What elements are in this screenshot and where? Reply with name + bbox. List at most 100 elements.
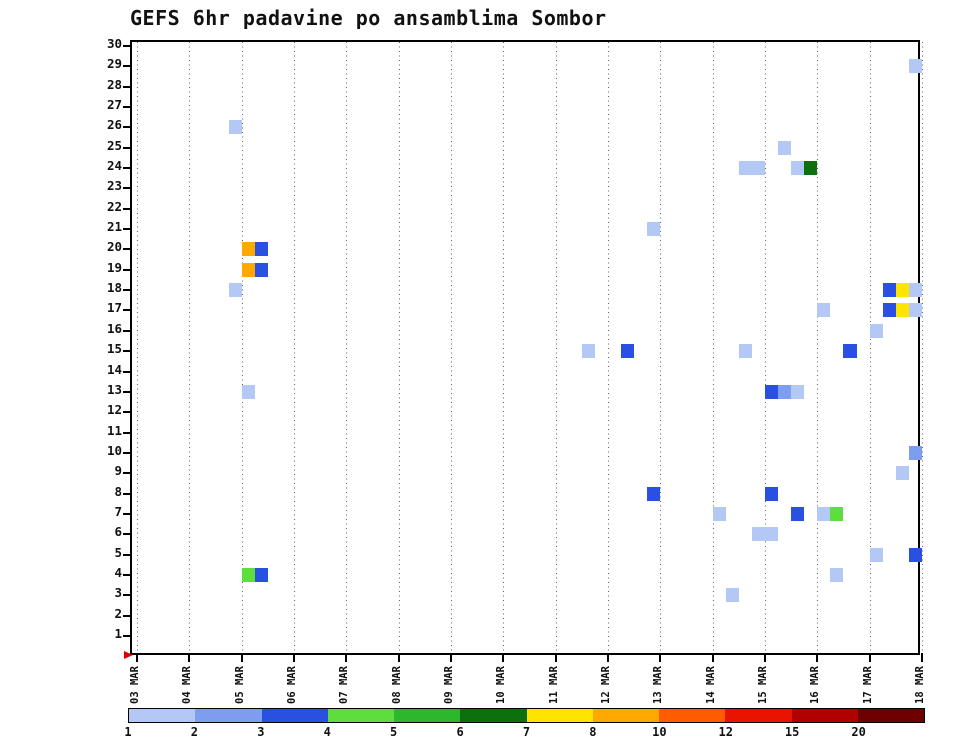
grid-line-vertical — [137, 42, 138, 653]
precip-cell — [882, 303, 896, 318]
precip-cell — [581, 344, 595, 359]
precip-cell — [895, 283, 909, 298]
grid-line-vertical — [241, 42, 243, 653]
precip-cell — [254, 567, 268, 582]
grid-line-vertical — [293, 42, 295, 653]
y-tick — [123, 553, 132, 556]
y-tick — [123, 594, 132, 597]
y-axis-label: 9 — [114, 463, 122, 479]
y-axis-label: 1 — [114, 625, 122, 641]
precip-cell — [738, 161, 752, 176]
precip-cell — [751, 161, 765, 176]
x-axis-label: 16 MAR — [809, 666, 822, 704]
precip-cell — [751, 527, 765, 542]
x-axis-label: 06 MAR — [285, 666, 298, 704]
y-axis-label: 5 — [114, 544, 122, 560]
y-axis-label: 16 — [106, 320, 122, 336]
y-axis-label: 29 — [106, 56, 122, 72]
y-axis-label: 25 — [106, 137, 122, 153]
x-tick — [502, 653, 505, 662]
x-axis-label: 17 MAR — [861, 666, 874, 704]
grid-line-vertical — [817, 42, 819, 653]
precip-cell — [712, 506, 726, 521]
legend-color-swatch — [526, 709, 593, 722]
y-axis-label: 2 — [114, 605, 122, 621]
y-axis-label: 26 — [106, 117, 122, 133]
precip-cell — [764, 527, 779, 542]
y-axis-label: 28 — [106, 76, 122, 92]
precip-cell — [621, 344, 635, 359]
precip-cell — [647, 486, 661, 501]
y-tick — [123, 431, 132, 434]
y-axis-label: 27 — [106, 97, 122, 113]
precip-cell — [254, 242, 268, 257]
precip-cell — [228, 120, 242, 135]
legend-color-swatch — [460, 709, 527, 722]
y-axis-label: 12 — [106, 402, 122, 418]
legend-color-swatch — [592, 709, 659, 722]
precip-cell — [241, 262, 255, 277]
y-tick — [123, 309, 132, 312]
legend-value-label: 10 — [652, 725, 667, 739]
precip-cell — [869, 547, 883, 562]
x-axis-label: 12 MAR — [599, 666, 612, 704]
precip-cell — [254, 262, 268, 277]
legend-color-swatch — [261, 709, 328, 722]
precip-cell — [817, 303, 831, 318]
grid-line-vertical — [712, 42, 714, 653]
y-tick — [123, 126, 132, 129]
x-axis-label: 18 MAR — [913, 666, 926, 704]
grid-line-vertical — [869, 42, 871, 653]
x-axis-label: 10 MAR — [495, 666, 508, 704]
x-tick — [397, 653, 400, 662]
precip-cell — [895, 303, 909, 318]
precip-cell — [830, 567, 844, 582]
x-tick — [292, 653, 295, 662]
precip-cell — [764, 384, 779, 399]
precip-cell — [869, 323, 883, 338]
y-axis-label: 13 — [106, 381, 122, 397]
y-tick — [123, 268, 132, 271]
legend-color-swatch — [394, 709, 461, 722]
x-axis-label: 08 MAR — [390, 666, 403, 704]
origin-marker-icon — [124, 651, 133, 659]
legend-color-swatch — [327, 709, 394, 722]
y-axis-label: 22 — [106, 198, 122, 214]
color-legend — [128, 708, 925, 723]
precip-cell — [778, 384, 792, 399]
precip-cell — [830, 506, 844, 521]
x-tick — [240, 653, 243, 662]
precip-cell — [647, 222, 661, 237]
y-axis-label: 24 — [106, 158, 122, 174]
y-axis-label: 30 — [106, 36, 122, 51]
precip-cell — [908, 59, 922, 74]
x-axis-label: 03 MAR — [129, 666, 141, 704]
grid-line-vertical — [503, 42, 505, 653]
legend-color-swatch — [857, 709, 924, 722]
plot-area — [123, 40, 923, 662]
y-tick — [123, 370, 132, 373]
legend-color-swatch — [791, 709, 858, 722]
x-tick — [763, 653, 766, 662]
legend-value-label: 20 — [851, 725, 866, 739]
y-tick — [123, 85, 132, 88]
x-axis-label: 05 MAR — [233, 666, 246, 704]
y-axis-label: 11 — [106, 422, 122, 438]
x-axis-label: 13 MAR — [652, 666, 665, 704]
precip-cell — [764, 486, 779, 501]
x-tick — [554, 653, 557, 662]
grid-line-vertical — [398, 42, 400, 653]
x-axis-label: 07 MAR — [338, 666, 351, 704]
grid-line-vertical — [764, 42, 766, 653]
x-tick — [136, 653, 138, 662]
legend-value-label: 5 — [390, 725, 398, 739]
y-axis-label: 6 — [114, 524, 122, 540]
y-tick — [123, 187, 132, 190]
legend-value-label: 4 — [323, 725, 331, 739]
y-axis-label: 14 — [106, 361, 122, 377]
y-tick — [123, 512, 132, 515]
y-tick — [123, 350, 132, 353]
y-tick — [123, 451, 132, 454]
chart-title: GEFS 6hr padavine po ansamblima Sombor — [130, 6, 607, 30]
y-tick — [123, 411, 132, 414]
